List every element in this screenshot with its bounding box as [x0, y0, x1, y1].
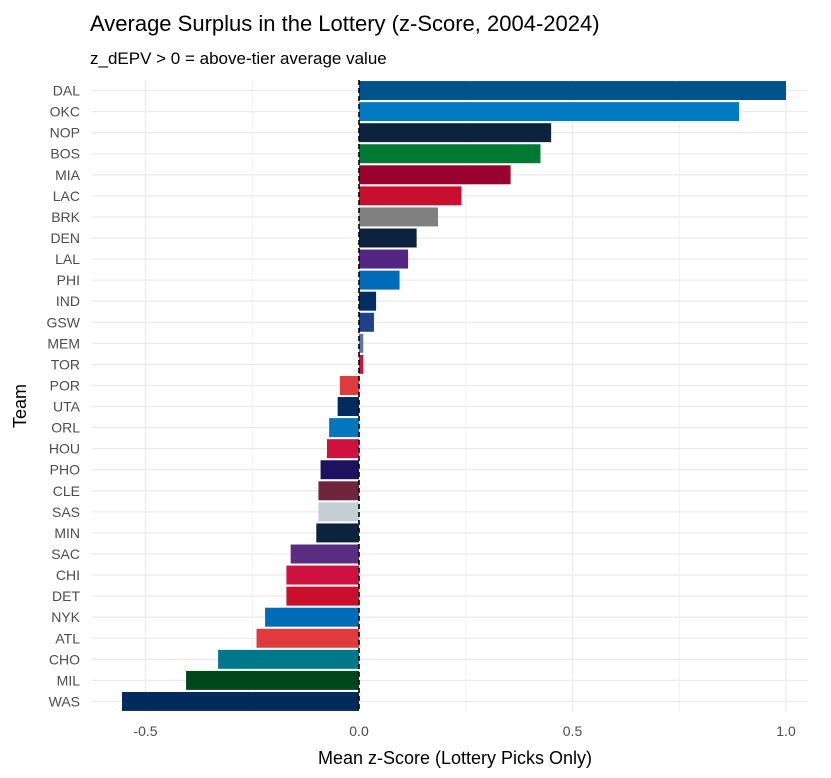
y-tick-label: MIL: [57, 672, 81, 688]
bar-hou: [326, 439, 359, 459]
x-tick-label: -0.5: [133, 723, 157, 739]
bars: [122, 81, 786, 711]
y-axis-title: Team: [10, 384, 30, 428]
y-tick-label: NOP: [50, 125, 80, 141]
bar-mem: [359, 333, 364, 353]
bar-dal: [359, 81, 786, 101]
bar-lac: [359, 186, 462, 206]
y-tick-label: OKC: [50, 104, 80, 120]
bar-chi: [286, 565, 359, 585]
y-tick-label: PHI: [57, 272, 80, 288]
bar-den: [359, 228, 417, 248]
y-tick-label: TOR: [51, 356, 80, 372]
bar-det: [286, 586, 359, 606]
bar-was: [122, 691, 359, 711]
y-tick-label: DAL: [53, 83, 80, 99]
x-tick-label: 0.0: [349, 723, 369, 739]
y-tick-label: UTA: [53, 399, 81, 415]
y-tick-label: DEN: [50, 230, 80, 246]
y-tick-label: WAS: [49, 693, 80, 709]
y-tick-label: MIA: [55, 167, 81, 183]
y-tick-label: BOS: [50, 146, 80, 162]
y-tick-labels: DAL OKC NOP BOS MIA LAC BRK DEN LAL PHI IND GSW MEM T…: [47, 83, 81, 710]
y-tick-label: NYK: [51, 609, 80, 625]
bar-pho: [320, 460, 359, 480]
y-tick-label: LAC: [53, 188, 80, 204]
bar-gsw: [359, 312, 374, 332]
y-tick-label: SAS: [52, 504, 80, 520]
y-tick-label: LAL: [55, 251, 80, 267]
y-tick-label: CHO: [49, 651, 80, 667]
bar-sac: [290, 544, 359, 564]
bar-uta: [337, 397, 359, 417]
y-tick-label: CHI: [56, 567, 80, 583]
y-tick-label: DET: [52, 588, 80, 604]
bar-por: [339, 375, 359, 395]
chart-subtitle: z_dEPV > 0 = above-tier average value: [90, 49, 387, 68]
bar-brk: [359, 207, 438, 227]
y-tick-label: HOU: [49, 441, 80, 457]
y-tick-label: GSW: [47, 314, 81, 330]
bar-bos: [359, 144, 541, 164]
x-tick-label: 0.5: [563, 723, 583, 739]
bar-nop: [359, 123, 552, 143]
bar-nyk: [265, 607, 359, 627]
bar-tor: [359, 354, 364, 374]
y-tick-label: POR: [50, 377, 80, 393]
chart-title: Average Surplus in the Lottery (z-Score,…: [90, 11, 600, 36]
x-axis-title: Mean z-Score (Lottery Picks Only): [318, 748, 592, 768]
y-tick-label: ORL: [51, 420, 80, 436]
y-tick-label: MIN: [54, 525, 80, 541]
bar-min: [316, 523, 359, 543]
x-tick-label: 1.0: [776, 723, 796, 739]
bar-okc: [359, 102, 740, 122]
y-tick-label: IND: [56, 293, 80, 309]
bar-sas: [318, 502, 359, 522]
y-tick-label: ATL: [55, 630, 80, 646]
bar-mil: [186, 670, 359, 690]
y-tick-label: CLE: [53, 483, 80, 499]
bar-orl: [329, 418, 359, 438]
y-tick-label: PHO: [50, 462, 80, 478]
y-tick-label: MEM: [47, 335, 80, 351]
x-tick-labels: -0.5 0.0 0.5 1.0: [133, 723, 796, 739]
bar-ind: [359, 291, 377, 311]
bar-atl: [256, 628, 359, 648]
bar-lal: [359, 249, 409, 269]
y-tick-label: SAC: [51, 546, 80, 562]
bar-cho: [218, 649, 359, 669]
bar-cle: [318, 481, 359, 501]
bar-mia: [359, 165, 511, 185]
y-tick-label: BRK: [51, 209, 80, 225]
bar-phi: [359, 270, 400, 290]
